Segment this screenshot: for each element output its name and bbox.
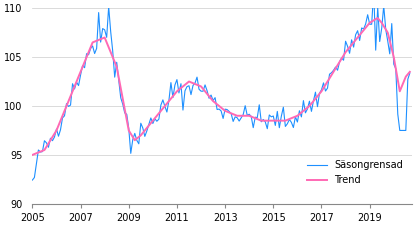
Säsongrensad xyxy=(313,91,318,94)
Line: Trend: Trend xyxy=(32,18,410,155)
Säsongrensad xyxy=(327,73,332,76)
Trend xyxy=(313,97,318,100)
Legend: Säsongrensad, Trend: Säsongrensad, Trend xyxy=(303,157,407,189)
Line: Säsongrensad: Säsongrensad xyxy=(32,0,410,180)
Trend xyxy=(375,17,380,19)
Trend xyxy=(173,92,178,95)
Trend xyxy=(279,119,284,122)
Säsongrensad xyxy=(104,36,109,39)
Trend xyxy=(104,41,109,44)
Trend xyxy=(30,153,35,156)
Säsongrensad xyxy=(279,115,284,118)
Säsongrensad xyxy=(407,72,412,74)
Säsongrensad xyxy=(173,84,178,86)
Säsongrensad xyxy=(90,44,95,47)
Trend xyxy=(327,77,332,80)
Trend xyxy=(407,70,412,73)
Säsongrensad xyxy=(30,179,35,181)
Trend xyxy=(90,41,95,44)
